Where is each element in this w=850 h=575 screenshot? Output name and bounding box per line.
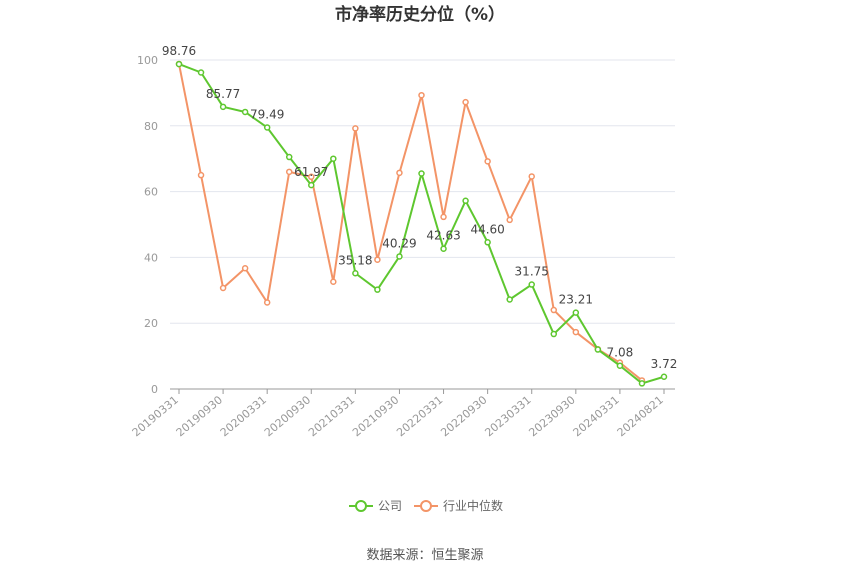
x-tick-label: 20210331 xyxy=(306,393,357,439)
legend-marker-icon xyxy=(355,500,367,512)
data-point[interactable] xyxy=(219,284,227,292)
x-tick-label: 20230331 xyxy=(482,393,533,439)
legend-label: 公司 xyxy=(378,499,402,513)
y-tick-label: 20 xyxy=(144,317,158,330)
y-axis: 0 20 40 60 80 100 xyxy=(137,54,158,396)
data-point[interactable] xyxy=(506,216,513,224)
series-company xyxy=(175,60,668,387)
data-point[interactable] xyxy=(352,270,359,277)
data-point[interactable] xyxy=(638,380,646,387)
industry-median-line xyxy=(178,63,643,382)
x-tick-label: 20240331 xyxy=(571,393,622,439)
data-point[interactable] xyxy=(484,239,491,246)
data-labels: 98.76 85.77 79.49 61.97 35.18 40.29 42.63 44.60… xyxy=(162,44,678,371)
data-label: 42.63 xyxy=(426,229,460,243)
x-tick-label: 20230930 xyxy=(526,393,577,439)
data-label: 98.76 xyxy=(162,44,196,58)
y-tick-label: 80 xyxy=(144,120,158,133)
legend: 公司 行业中位数 xyxy=(349,498,503,513)
data-point[interactable] xyxy=(175,60,183,68)
data-point[interactable] xyxy=(396,253,403,260)
y-tick-label: 100 xyxy=(137,54,158,67)
y-tick-label: 60 xyxy=(144,186,158,199)
data-point[interactable] xyxy=(197,171,205,179)
y-tick-label: 40 xyxy=(144,251,158,264)
data-label: 3.72 xyxy=(651,357,678,371)
data-label: 7.08 xyxy=(607,346,634,360)
data-point[interactable] xyxy=(219,103,227,111)
legend-industry-median[interactable]: 行业中位数 xyxy=(414,498,503,513)
data-label: 40.29 xyxy=(382,236,416,250)
data-label: 23.21 xyxy=(559,293,593,307)
data-point[interactable] xyxy=(550,330,558,338)
data-point[interactable] xyxy=(594,346,602,353)
data-label: 79.49 xyxy=(250,107,284,121)
x-tick-label: 20220331 xyxy=(394,393,445,439)
data-point[interactable] xyxy=(506,296,513,303)
data-point[interactable] xyxy=(528,173,535,180)
data-point[interactable] xyxy=(660,373,668,381)
data-point[interactable] xyxy=(418,91,425,99)
legend-marker-icon xyxy=(420,500,432,512)
data-point[interactable] xyxy=(285,153,293,161)
data-point[interactable] xyxy=(308,173,315,181)
source-note: 数据来源：恒生聚源 xyxy=(366,548,483,563)
data-label: 31.75 xyxy=(515,265,549,279)
data-point[interactable] xyxy=(263,299,271,306)
data-label: 85.77 xyxy=(206,87,240,101)
data-point[interactable] xyxy=(374,286,381,293)
data-point[interactable] xyxy=(197,69,205,76)
data-point[interactable] xyxy=(263,124,271,131)
x-tick-label: 20220930 xyxy=(438,393,489,439)
data-point[interactable] xyxy=(241,265,249,272)
data-point[interactable] xyxy=(616,362,624,369)
data-point[interactable] xyxy=(462,98,469,106)
data-label: 44.60 xyxy=(470,222,504,236)
data-point[interactable] xyxy=(374,256,381,263)
data-point[interactable] xyxy=(418,170,425,177)
data-label: 35.18 xyxy=(338,253,372,267)
data-point[interactable] xyxy=(396,169,403,177)
data-point[interactable] xyxy=(484,158,491,165)
x-tick-label: 20190331 xyxy=(130,393,181,439)
legend-label: 行业中位数 xyxy=(443,498,503,513)
data-point[interactable] xyxy=(462,197,469,205)
chart-title: 市净率历史分位（%） xyxy=(335,4,505,25)
grid-lines xyxy=(170,59,675,324)
x-tick-label: 20240821 xyxy=(615,393,666,439)
data-point[interactable] xyxy=(440,213,447,221)
data-point[interactable] xyxy=(528,281,535,288)
x-axis: 2019033120190930202003312020093020210331… xyxy=(130,388,675,439)
data-point[interactable] xyxy=(440,245,447,252)
series-layer xyxy=(175,60,668,387)
x-tick-label: 20210930 xyxy=(350,393,401,439)
legend-company[interactable]: 公司 xyxy=(349,499,402,513)
data-point[interactable] xyxy=(330,155,337,162)
data-point[interactable] xyxy=(285,168,293,176)
x-tick-label: 20200331 xyxy=(218,393,269,439)
data-point[interactable] xyxy=(330,278,337,285)
data-point[interactable] xyxy=(352,125,359,132)
x-tick-label: 20190930 xyxy=(174,393,225,439)
data-point[interactable] xyxy=(241,108,249,116)
x-tick-label: 20200930 xyxy=(262,393,313,439)
data-label: 61.97 xyxy=(294,165,328,179)
data-point[interactable] xyxy=(572,328,580,336)
data-point[interactable] xyxy=(550,306,558,314)
data-point[interactable] xyxy=(572,309,580,316)
y-tick-label: 0 xyxy=(151,383,158,396)
data-point[interactable] xyxy=(308,181,315,189)
